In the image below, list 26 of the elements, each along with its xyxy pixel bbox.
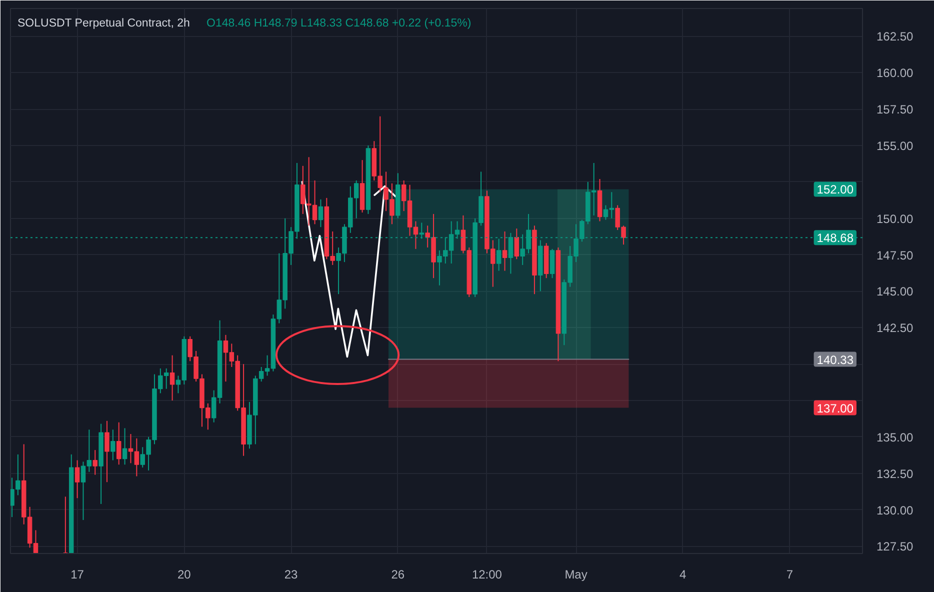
text: SOLUSDT Perpetual Contract, 2h <box>18 18 190 30</box>
x-tick-label: 12:00 <box>472 568 502 582</box>
text: O148.46 H148.79 L148.33 C148.68 +0.22 (+0.15%) <box>206 18 472 30</box>
y-tick-label: 157.50 <box>876 102 914 117</box>
y-tick-label: 135.00 <box>876 430 914 444</box>
y-tick-label: 155.00 <box>876 138 914 153</box>
annotation: 152.00 <box>816 182 854 197</box>
ref-line-label: 148.68 <box>816 231 854 246</box>
y-tick-label: 147.50 <box>876 248 914 262</box>
y-tick-label: 130.00 <box>876 503 914 518</box>
x-tick-label: 23 <box>284 568 298 582</box>
y-tick-label: 127.50 <box>876 540 914 554</box>
x-tick-label: May <box>564 568 588 582</box>
y-tick-label: 162.50 <box>876 30 914 44</box>
y-tick-label: 145.00 <box>876 284 914 299</box>
y-tick-label: 160.00 <box>876 66 914 80</box>
x-tick-label: 17 <box>70 568 84 582</box>
x-tick-label: 4 <box>680 568 687 582</box>
y-tick-label: 142.50 <box>876 321 914 336</box>
x-tick-label: 7 <box>786 568 794 582</box>
y-tick-label: 150.00 <box>876 212 914 226</box>
x-tick-label: 20 <box>177 568 192 582</box>
y-tick-label: 132.50 <box>876 466 914 481</box>
annotation: 140.33 <box>816 352 854 367</box>
annotation: 137.00 <box>816 401 854 416</box>
x-tick-label: 26 <box>391 568 405 582</box>
